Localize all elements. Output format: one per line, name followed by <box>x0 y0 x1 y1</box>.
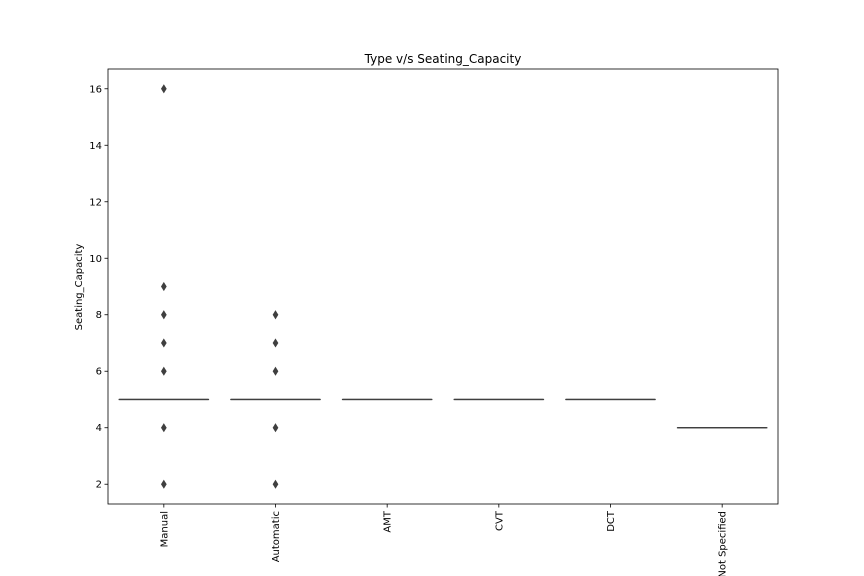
y-tick-label: 10 <box>89 254 102 265</box>
y-tick-label: 8 <box>96 310 102 321</box>
outlier-point <box>160 281 167 292</box>
outlier-point <box>272 310 279 320</box>
x-tick-label: AMT <box>383 510 394 532</box>
y-axis: 2 4 6 8 10 12 14 16 <box>89 84 108 491</box>
x-tick-label: DCT <box>606 510 617 532</box>
outlier-point <box>160 479 167 489</box>
y-tick-label: 6 <box>96 367 102 378</box>
x-tick-label: CVT <box>494 510 505 531</box>
outlier-point <box>160 338 167 348</box>
outlier-point <box>272 366 279 376</box>
outlier-point <box>272 423 279 433</box>
outlier-point <box>160 84 167 94</box>
y-tick-label: 14 <box>89 141 102 152</box>
plot-frame <box>107 68 779 505</box>
outlier-point <box>160 310 167 320</box>
y-tick-label: 4 <box>96 423 102 434</box>
outlier-point <box>272 338 279 348</box>
chart-title: Type v/s Seating_Capacity <box>364 52 522 66</box>
y-tick-label: 12 <box>89 197 102 208</box>
y-tick-label: 16 <box>89 84 102 95</box>
y-tick-label: 2 <box>96 480 102 491</box>
x-tick-label: Automatic <box>271 511 282 562</box>
x-tick-label: Not Specified <box>718 511 729 576</box>
outlier-point <box>272 479 279 489</box>
outlier-point <box>160 366 167 376</box>
outlier-point <box>160 423 167 433</box>
x-axis: Manual Automatic AMT CVT DCT Not Specified <box>159 504 729 576</box>
y-axis-label: Seating_Capacity <box>74 244 85 331</box>
x-tick-label: Manual <box>159 511 170 547</box>
boxes-layer <box>118 84 768 489</box>
